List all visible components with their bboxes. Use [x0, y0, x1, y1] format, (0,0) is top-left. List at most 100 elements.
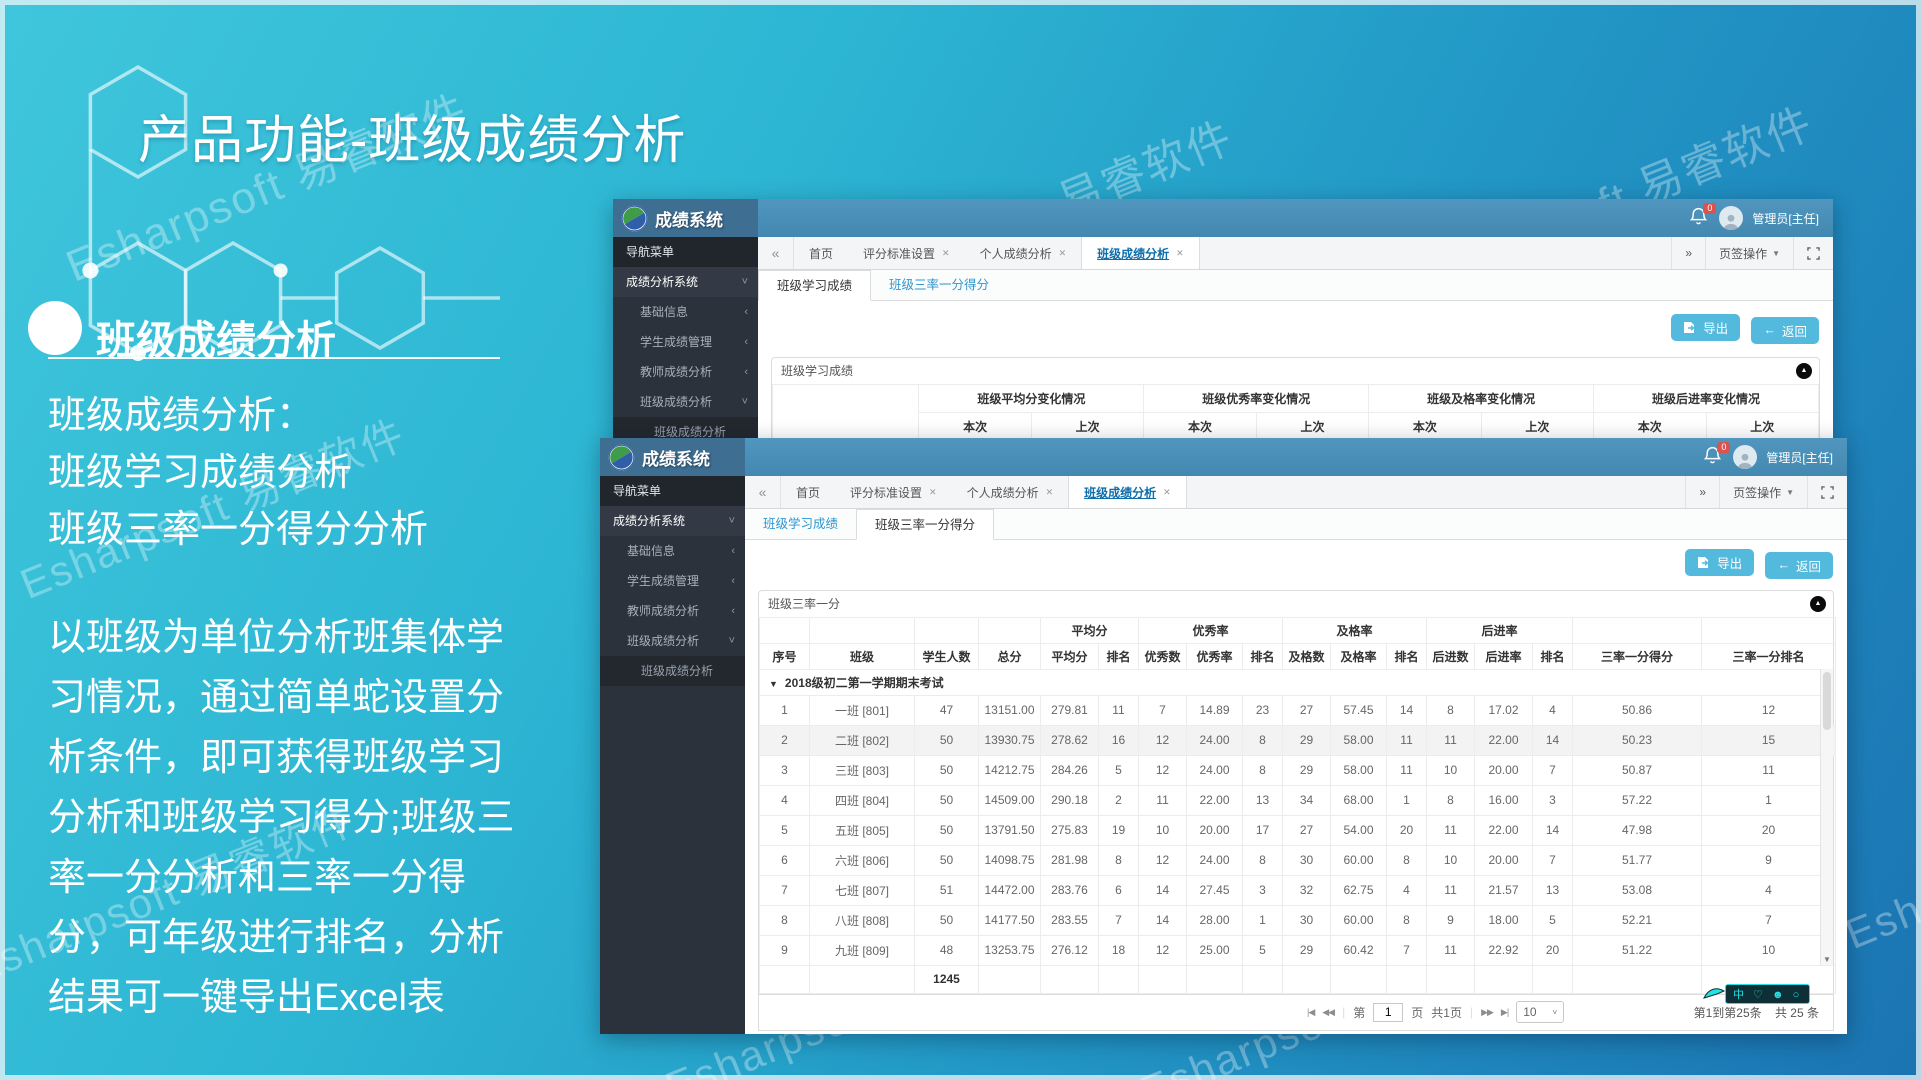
table-cell: 4	[1386, 874, 1428, 906]
table-header-cell: 平均分	[1040, 642, 1099, 670]
close-icon[interactable]: ✕	[1176, 247, 1184, 258]
table-header-cell: 班级优秀率变化情况	[1143, 383, 1370, 413]
table-row[interactable]: 6 六班 [806] 50 14098.75 281.98 8 12 24.00 8 30 60.0…	[759, 844, 1837, 876]
back-button[interactable]: ← 返回	[1751, 316, 1819, 344]
page-size-select[interactable]: 10 ˅	[1516, 1001, 1565, 1023]
table-cell: 7	[1097, 904, 1140, 936]
table-total-row: 1245	[759, 964, 1837, 994]
table-row[interactable]: 8 八班 [808] 50 14177.50 283.55 7 14 28.00 1 30 60.0…	[759, 904, 1837, 936]
table-header-cell: 班级	[809, 642, 915, 670]
tab-班级成绩分析[interactable]: 班级成绩分析 ✕	[1081, 237, 1200, 269]
subtab-class-learning-score[interactable]: 班级学习成绩	[758, 270, 872, 301]
close-icon[interactable]: ✕	[942, 247, 950, 258]
fullscreen-button[interactable]	[1793, 237, 1833, 269]
close-icon[interactable]: ✕	[929, 486, 937, 497]
sidebar-item[interactable]: 教师成绩分析 ‹	[600, 596, 745, 626]
tabs-scroll-left-icon[interactable]: «	[758, 237, 794, 269]
table-cell: 9	[1701, 844, 1837, 876]
sidebar-item[interactable]: 基础信息 ‹	[613, 297, 758, 327]
close-icon[interactable]: ✕	[1045, 486, 1054, 497]
export-button[interactable]: 导出	[1671, 314, 1741, 341]
sidebar-item[interactable]: 班级成绩分析	[600, 656, 745, 686]
table-row[interactable]: 4 四班 [804] 50 14509.00 290.18 2 11 22.00 13 34 68.…	[759, 784, 1837, 816]
intro-line: 班级三率一分得分分析	[48, 509, 429, 551]
page-number-input[interactable]	[1373, 1002, 1404, 1022]
close-icon[interactable]: ✕	[1058, 247, 1067, 258]
sidebar-item[interactable]: 学生成绩管理 ‹	[600, 566, 745, 596]
subtab-three-rates-one-score[interactable]: 班级三率一分得分	[889, 278, 990, 292]
tab-operations-button[interactable]: 页签操作 ▼	[1705, 237, 1793, 269]
tab-班级成绩分析[interactable]: 班级成绩分析 ✕	[1068, 476, 1187, 508]
chevron-left-icon: ‹	[731, 545, 735, 557]
export-icon	[1698, 557, 1709, 568]
tab-首页[interactable]: 首页	[794, 237, 848, 269]
sidebar-item[interactable]: 班级成绩分析 ˅	[613, 387, 758, 417]
sidebar-item[interactable]: 基础信息 ‹	[600, 536, 745, 566]
pager-prev-icon[interactable]: ◀◀	[1322, 1006, 1335, 1017]
table-cell: 13151.00	[978, 694, 1041, 726]
tab-首页[interactable]: 首页	[781, 476, 835, 508]
ime-toolbar[interactable]: 中 ♡ ☻ ○	[1703, 984, 1811, 1004]
pager-first-icon[interactable]: |◀	[1307, 1006, 1315, 1017]
panel-tool-icon[interactable]: ▲	[1810, 595, 1826, 612]
table-cell: 19	[1097, 814, 1140, 846]
export-label: 导出	[1717, 557, 1743, 571]
tab-个人成绩分析[interactable]: 个人成绩分析 ✕	[952, 476, 1069, 508]
back-button[interactable]: ← 返回	[1765, 551, 1833, 579]
table-row[interactable]: 7 七班 [807] 51 14472.00 283.76 6 14 27.45 3 32 62.7…	[759, 874, 1837, 906]
table-row[interactable]: 9 九班 [809] 48 13253.75 276.12 18 12 25.00 5 29 60.…	[759, 934, 1837, 966]
tab-评分标准设置[interactable]: 评分标准设置 ✕	[835, 476, 952, 508]
notifications-button[interactable]: 0	[1703, 442, 1731, 468]
tab-operations-button[interactable]: 页签操作 ▼	[1719, 476, 1807, 508]
table-cell: 50	[914, 754, 979, 786]
table-header-cell: 上次	[1480, 411, 1595, 438]
sidebar-item[interactable]: 学生成绩管理 ‹	[613, 327, 758, 357]
table-cell: 278.62	[1040, 724, 1099, 756]
table-header-cell	[1572, 616, 1703, 644]
fullscreen-button[interactable]	[1807, 476, 1847, 508]
watermark: Esharpsoft 易睿软件	[1838, 761, 1921, 958]
table-header-cell: 排名	[1386, 642, 1428, 670]
pager-next-icon[interactable]: ▶▶	[1481, 1006, 1494, 1017]
sidebar-item[interactable]: 成绩分析系统 ˅	[600, 506, 745, 536]
scrollbar-thumb[interactable]	[1823, 671, 1831, 730]
sidebar-item[interactable]: 班级成绩分析 ˅	[600, 626, 745, 656]
table-cell: 6	[1097, 874, 1140, 906]
subtab-three-rates-one-score[interactable]: 班级三率一分得分	[856, 509, 995, 540]
sidebar-item[interactable]: 教师成绩分析 ‹	[613, 357, 758, 387]
table-header-cell	[809, 616, 915, 644]
table-row[interactable]: 3 三班 [803] 50 14212.75 284.26 5 12 24.00 8 29 58.0…	[759, 754, 1837, 786]
tabs-scroll-right-icon[interactable]: »	[1685, 476, 1719, 508]
sidebar-item-label: 成绩分析系统	[626, 275, 699, 289]
table-header-cell: 班级平均分变化情况	[918, 383, 1145, 413]
sidebar-item-label: 班级成绩分析	[627, 634, 700, 648]
notifications-button[interactable]: 0	[1689, 203, 1717, 229]
table-cell: 7	[1701, 904, 1837, 936]
user-label[interactable]: 管理员[主任]	[1752, 211, 1819, 226]
panel-tool-icon[interactable]: ▲	[1796, 362, 1812, 379]
export-button[interactable]: 导出	[1685, 549, 1755, 576]
avatar[interactable]	[1733, 445, 1758, 469]
tabs-scroll-left-icon[interactable]: «	[745, 476, 781, 508]
sidebar-item[interactable]: 班级成绩分析	[613, 417, 758, 438]
app-logo-block: 成绩系统	[613, 199, 758, 237]
tab-评分标准设置[interactable]: 评分标准设置 ✕	[848, 237, 965, 269]
table-section-row[interactable]: ▼ 2018级初二第一学期期末考试	[758, 668, 1837, 696]
close-icon[interactable]: ✕	[1163, 486, 1171, 497]
user-label[interactable]: 管理员[主任]	[1766, 450, 1833, 465]
scroll-down-icon[interactable]: ▼	[1823, 954, 1831, 964]
sidebar-item[interactable]: 成绩分析系统 ˅	[613, 267, 758, 297]
table-row[interactable]: 5 五班 [805] 50 13791.50 275.83 19 10 20.00 17 27 54…	[759, 814, 1837, 846]
tabs-scroll-right-icon[interactable]: »	[1671, 237, 1705, 269]
tab-个人成绩分析[interactable]: 个人成绩分析 ✕	[965, 237, 1082, 269]
pager-last-icon[interactable]: ▶|	[1500, 1006, 1509, 1017]
table-scrollbar[interactable]: ▼	[1820, 668, 1833, 965]
panel-title: 班级三率一分	[768, 596, 841, 611]
table-row[interactable]: 2 二班 [802] 50 13930.75 278.62 16 12 24.00 8 29 58.…	[759, 724, 1837, 756]
avatar[interactable]	[1719, 206, 1744, 230]
table-header-cell: 排名	[1097, 642, 1140, 670]
table-row[interactable]: 1 一班 [801] 47 13151.00 279.81 11 7 14.89 23 27 57.…	[759, 694, 1837, 726]
subtab-class-learning-score[interactable]: 班级学习成绩	[763, 517, 839, 531]
table-cell: 60.42	[1330, 934, 1388, 966]
pager-total-pages: 共1页	[1431, 1005, 1462, 1020]
